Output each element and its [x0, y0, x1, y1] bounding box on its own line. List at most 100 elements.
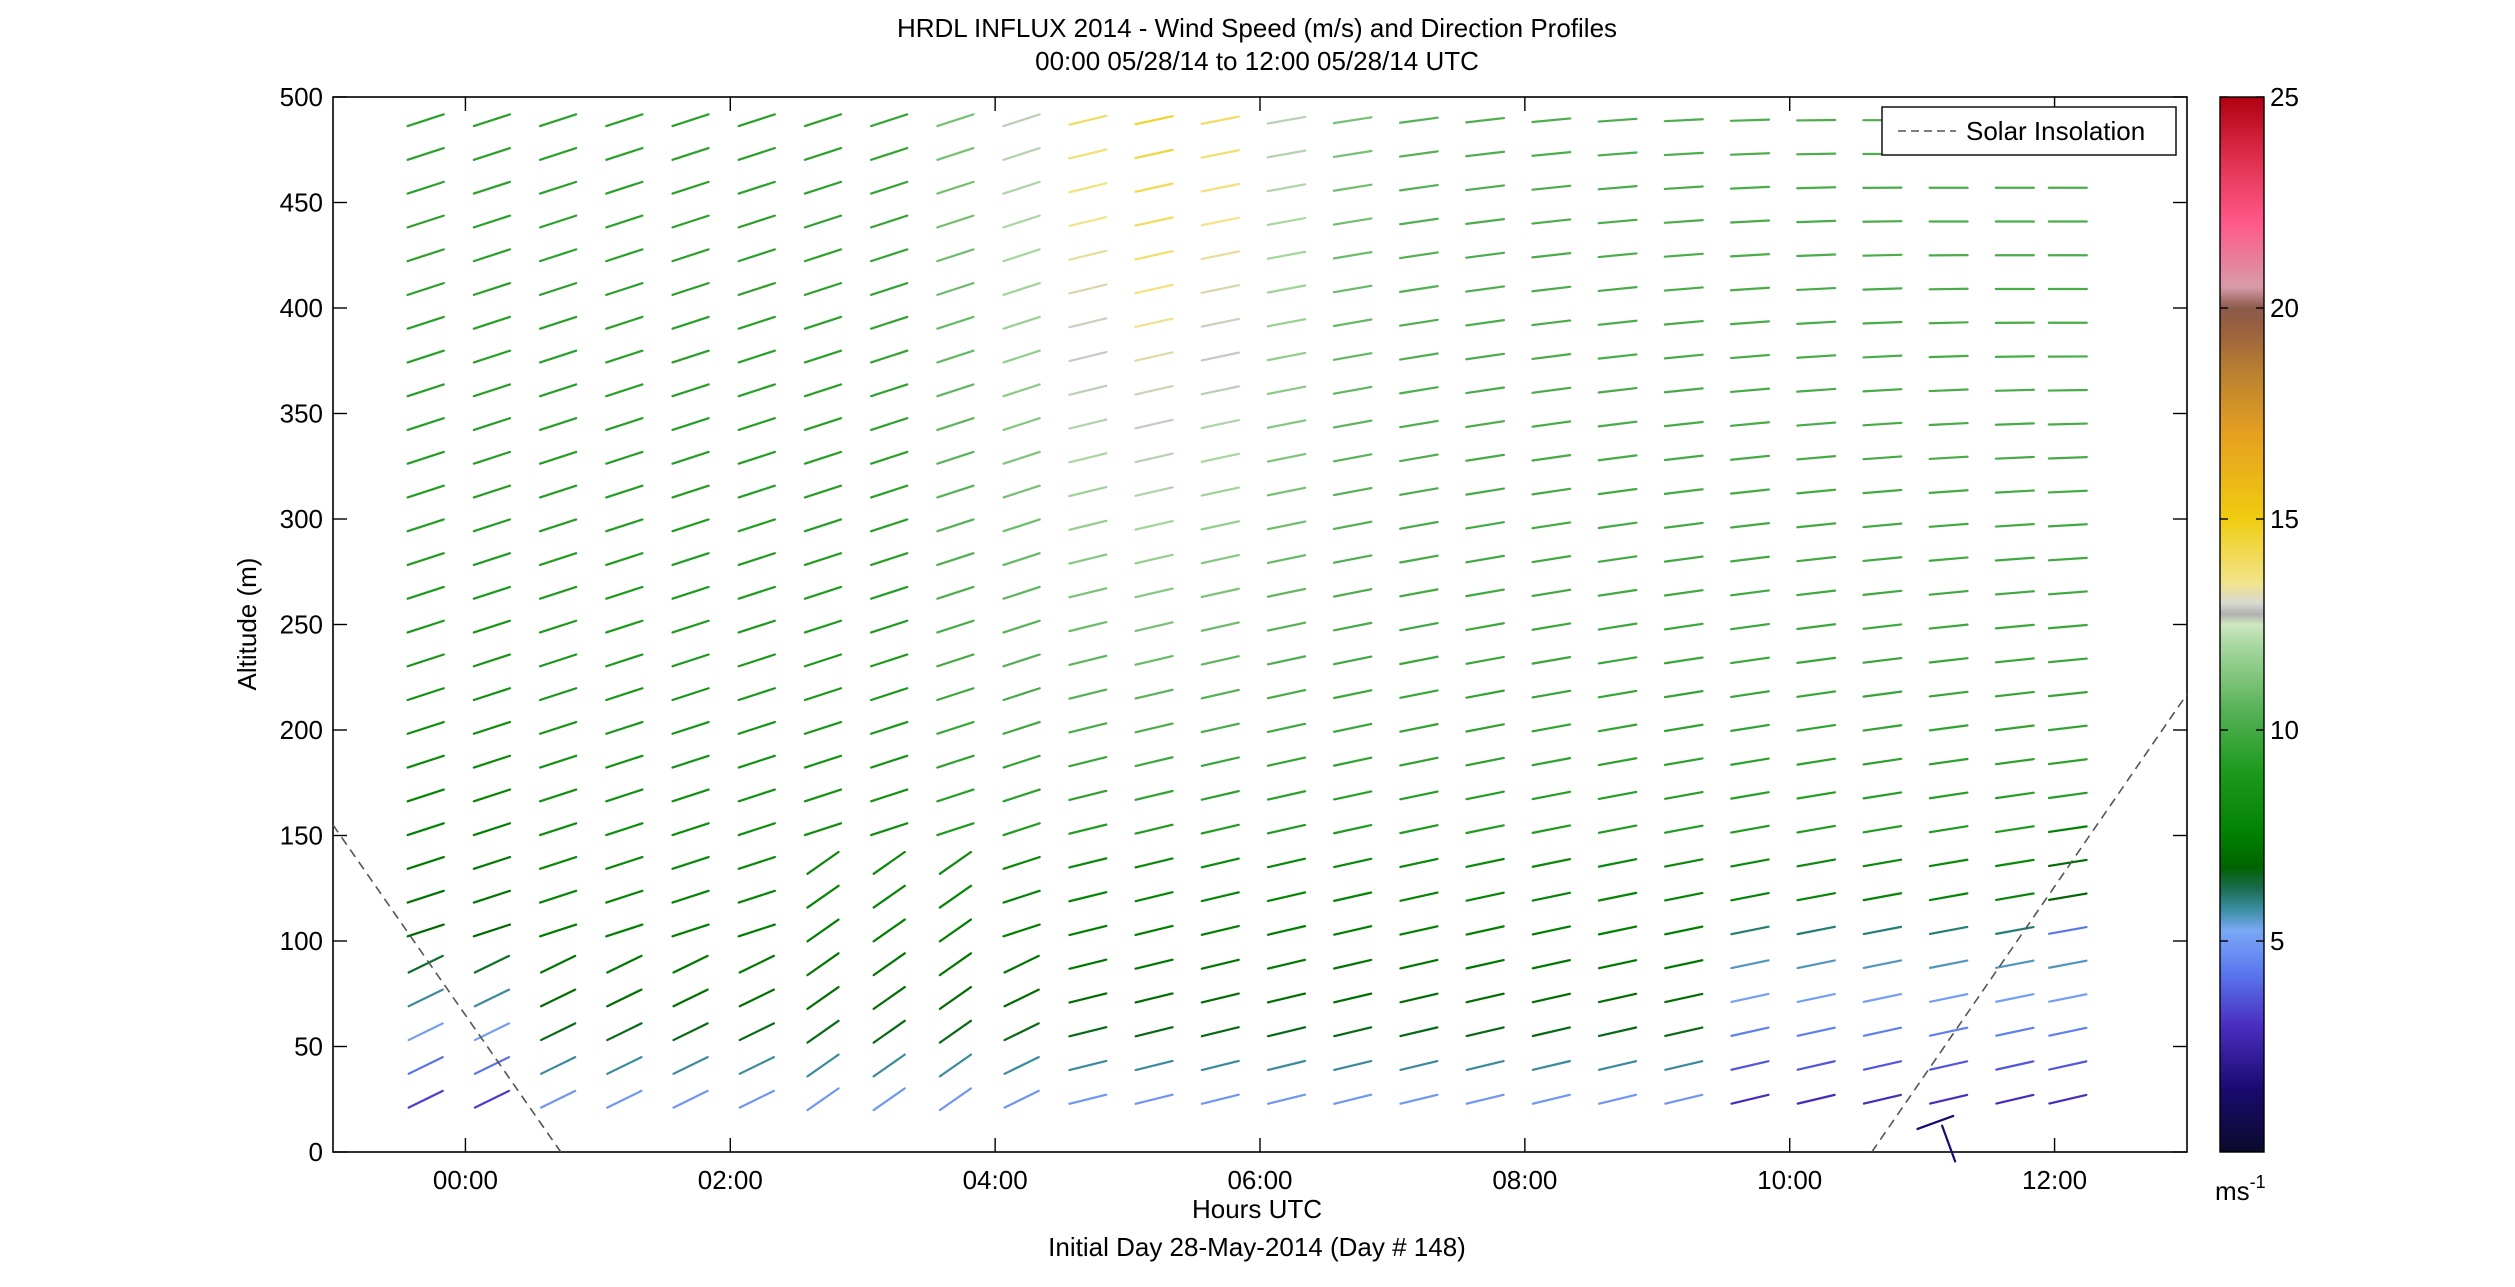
wind-barb: [474, 553, 510, 565]
wind-barb: [1731, 927, 1768, 934]
wind-barb: [1005, 990, 1039, 1007]
plot-frame: [333, 97, 2187, 1152]
wind-barb: [1797, 423, 1835, 426]
wind-barb: [409, 1023, 443, 1040]
x-axis-sublabel: Initial Day 28-May-2014 (Day # 148): [1048, 1232, 1466, 1262]
wind-barb: [1665, 557, 1703, 562]
wind-barb: [1864, 658, 1902, 663]
wind-barb: [871, 216, 907, 228]
wind-barb: [739, 317, 775, 329]
y-tick-label: 500: [280, 82, 323, 112]
wind-barb: [1996, 726, 2034, 731]
wind-barb: [1466, 724, 1503, 731]
wind-barb: [408, 317, 444, 329]
wind-barb: [1665, 287, 1703, 290]
wind-barb: [1069, 555, 1106, 564]
wind-barb: [1202, 521, 1239, 529]
wind-barb: [1268, 690, 1305, 698]
wind-barb: [740, 1057, 774, 1074]
wind-barb: [541, 1091, 575, 1108]
wind-barb: [474, 587, 510, 599]
wind-barb: [408, 756, 444, 768]
wind-barb: [1665, 1061, 1702, 1070]
wind-barb: [940, 1021, 971, 1043]
wind-barb: [1004, 587, 1040, 599]
wind-barb: [871, 722, 907, 734]
wind-barb: [606, 486, 642, 498]
wind-barb: [1005, 956, 1039, 973]
wind-barb: [2049, 826, 2087, 832]
wind-barb: [474, 418, 510, 430]
wind-barb: [871, 756, 907, 768]
chart-title: HRDL INFLUX 2014 - Wind Speed (m/s) and …: [897, 13, 1617, 43]
wind-barb: [1004, 249, 1040, 261]
wind-barb: [1400, 252, 1438, 258]
wind-barb: [1400, 421, 1437, 427]
wind-barb: [871, 351, 907, 363]
wind-barb: [1467, 859, 1504, 867]
wind-barb: [1400, 1027, 1437, 1036]
wind-barb: [1334, 589, 1371, 596]
wind-barb: [1202, 454, 1239, 462]
wind-barb: [1864, 1095, 1901, 1104]
wind-barb: [1599, 422, 1637, 427]
wind-barb: [606, 418, 642, 430]
wind-barb: [1268, 656, 1305, 664]
wind-barb: [1202, 386, 1239, 394]
wind-barb: [740, 1091, 774, 1108]
wind-barb: [408, 654, 444, 666]
wind-barb: [1004, 756, 1040, 768]
wind-barb: [1665, 422, 1703, 426]
wind-barb: [408, 925, 444, 937]
wind-barb: [1665, 456, 1703, 460]
wind-barb: [1268, 522, 1305, 530]
wind-barb: [540, 216, 576, 228]
wind-barb: [1599, 994, 1636, 1002]
wind-barb: [1069, 960, 1106, 969]
wind-barb: [1400, 354, 1438, 360]
wind-barb: [1731, 187, 1769, 189]
wind-barb: [1400, 556, 1437, 563]
wind-barb: [1930, 490, 1968, 493]
wind-barb: [1930, 289, 1968, 290]
wind-barb: [1466, 657, 1503, 664]
wind-barb: [1533, 421, 1571, 426]
wind-barb: [2049, 524, 2087, 526]
wind-barb: [1996, 826, 2034, 832]
wind-barb: [1731, 1028, 1768, 1036]
wind-barb: [1533, 1027, 1570, 1036]
wind-barb: [1268, 994, 1305, 1003]
y-tick-label: 150: [280, 821, 323, 851]
wind-barb: [1731, 153, 1769, 154]
colorbar-tick-label: 15: [2270, 504, 2299, 534]
wind-barb: [739, 722, 775, 734]
wind-barb: [541, 1057, 575, 1074]
wind-barb: [1466, 185, 1504, 190]
y-tick-label: 200: [280, 715, 323, 745]
wind-barb: [1202, 319, 1239, 327]
wind-barb: [475, 956, 509, 973]
wind-barb: [1798, 927, 1835, 934]
wind-barb: [2049, 591, 2087, 594]
wind-barb: [672, 384, 708, 396]
wind-barb: [1533, 994, 1570, 1002]
wind-barb: [1665, 523, 1703, 528]
wind-barb: [1004, 925, 1040, 937]
wind-barb: [1268, 184, 1305, 191]
wind-barb: [672, 553, 708, 565]
wind-barb: [606, 553, 642, 565]
wind-barb: [874, 987, 905, 1009]
wind-barb: [1731, 557, 1769, 562]
wind-barb: [1533, 623, 1570, 629]
wind-barb: [1599, 691, 1636, 697]
colorbar-gradient: [2220, 97, 2264, 1152]
wind-barb: [1864, 994, 1901, 1002]
wind-barb: [1268, 151, 1305, 158]
wind-barb: [1334, 454, 1371, 461]
wind-barb: [672, 891, 708, 903]
wind-barb: [672, 722, 708, 734]
wind-barb: [606, 891, 642, 903]
wind-barb: [1069, 723, 1106, 732]
wind-barb: [1467, 1095, 1504, 1104]
wind-barb: [1069, 183, 1106, 192]
